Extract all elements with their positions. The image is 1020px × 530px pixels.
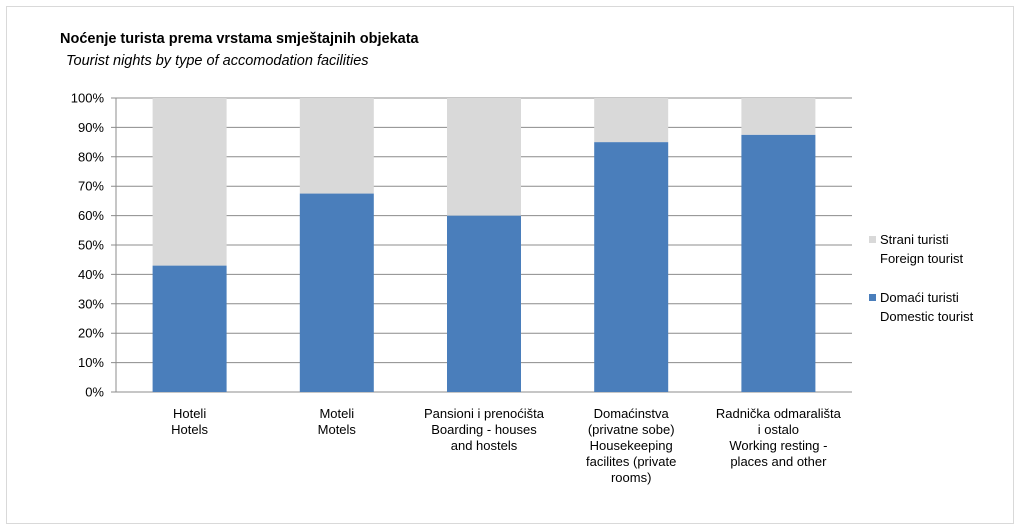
x-category-label: rooms) — [611, 470, 651, 485]
legend-label: Domestic tourist — [880, 309, 974, 324]
chart-title: Noćenje turista prema vrstama smještajni… — [60, 31, 419, 47]
chart-subtitle: Tourist nights by type of accomodation f… — [66, 53, 369, 69]
bar-segment — [299, 193, 374, 392]
legend-swatch — [869, 236, 876, 243]
x-category-label: and hostels — [451, 438, 518, 453]
x-category-label: Moteli — [319, 406, 354, 421]
y-tick-label: 50% — [78, 238, 104, 253]
bar-segment — [152, 98, 227, 266]
legend-label: Domaći turisti — [880, 290, 959, 305]
y-tick-label: 80% — [78, 149, 104, 164]
y-tick-label: 70% — [78, 179, 104, 194]
x-category-label: Boarding - houses — [431, 422, 537, 437]
x-category-label: places and other — [730, 454, 827, 469]
x-category-label: Working resting - — [729, 438, 827, 453]
y-tick-label: 30% — [78, 296, 104, 311]
legend-label: Strani turisti — [880, 232, 949, 247]
bar-segment — [447, 98, 521, 216]
bar-segment — [447, 215, 521, 392]
y-tick-label: 100% — [71, 91, 105, 106]
x-category-label: Domaćinstva — [594, 406, 670, 421]
x-category-label: Motels — [318, 422, 357, 437]
y-tick-label: 10% — [78, 355, 104, 370]
legend-swatch — [869, 294, 876, 301]
y-tick-label: 60% — [78, 208, 104, 223]
bar-segment — [152, 265, 227, 392]
y-tick-label: 40% — [78, 267, 104, 282]
bar-segment — [594, 142, 669, 392]
bar-segment — [594, 98, 669, 143]
bar-segment — [741, 98, 816, 135]
y-tick-label: 0% — [85, 385, 104, 400]
x-category-label: Hoteli — [173, 406, 206, 421]
x-category-label: facilites (private — [586, 454, 676, 469]
y-tick-label: 90% — [78, 120, 104, 135]
bar-segment — [299, 98, 374, 194]
bar-segment — [741, 134, 816, 392]
x-category-label: Pansioni i prenoćišta — [424, 406, 545, 421]
x-category-label: Housekeeping — [590, 438, 673, 453]
legend-label: Foreign tourist — [880, 251, 963, 266]
x-category-label: Radnička odmarališta — [716, 406, 842, 421]
x-category-label: i ostalo — [758, 422, 799, 437]
y-tick-label: 20% — [78, 326, 104, 341]
x-category-label: Hotels — [171, 422, 208, 437]
x-category-label: (privatne sobe) — [588, 422, 675, 437]
